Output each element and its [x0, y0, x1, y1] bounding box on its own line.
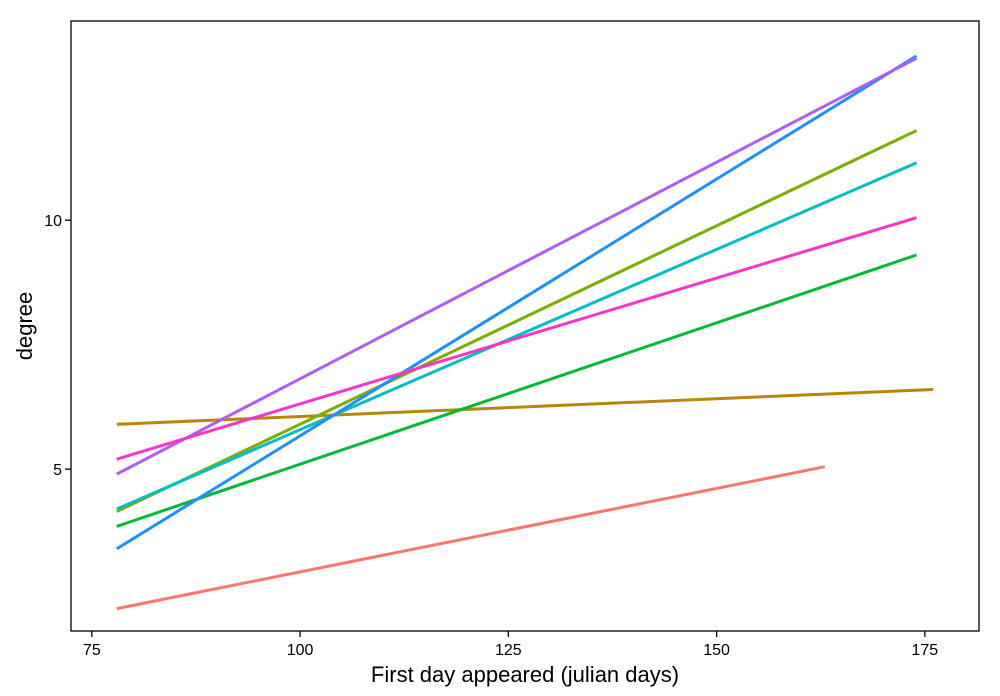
- series-line-2: [116, 388, 934, 426]
- x-tick-label: 175: [912, 642, 939, 659]
- series-line-3: [116, 129, 918, 513]
- x-tick-label: 100: [287, 642, 314, 659]
- y-axis-title: degree: [12, 292, 37, 361]
- x-tick-label: 150: [703, 642, 730, 659]
- y-tick-label: 5: [53, 462, 62, 479]
- series-line-6: [116, 54, 918, 551]
- x-tick-label: 125: [495, 642, 522, 659]
- series-line-8: [116, 216, 917, 461]
- series-line-5: [116, 161, 918, 511]
- series-line-7: [116, 56, 918, 476]
- series-line-4: [116, 253, 917, 528]
- x-axis-title: First day appeared (julian days): [371, 662, 679, 687]
- plot-frame: [70, 20, 980, 632]
- x-axis-ticks: 75 100 125 150 175: [83, 631, 938, 659]
- series-layer: [116, 54, 934, 611]
- y-tick-label: 10: [44, 213, 62, 230]
- y-axis-ticks: 5 10: [44, 213, 71, 479]
- series-line-1: [116, 465, 826, 611]
- x-tick-label: 75: [83, 642, 101, 659]
